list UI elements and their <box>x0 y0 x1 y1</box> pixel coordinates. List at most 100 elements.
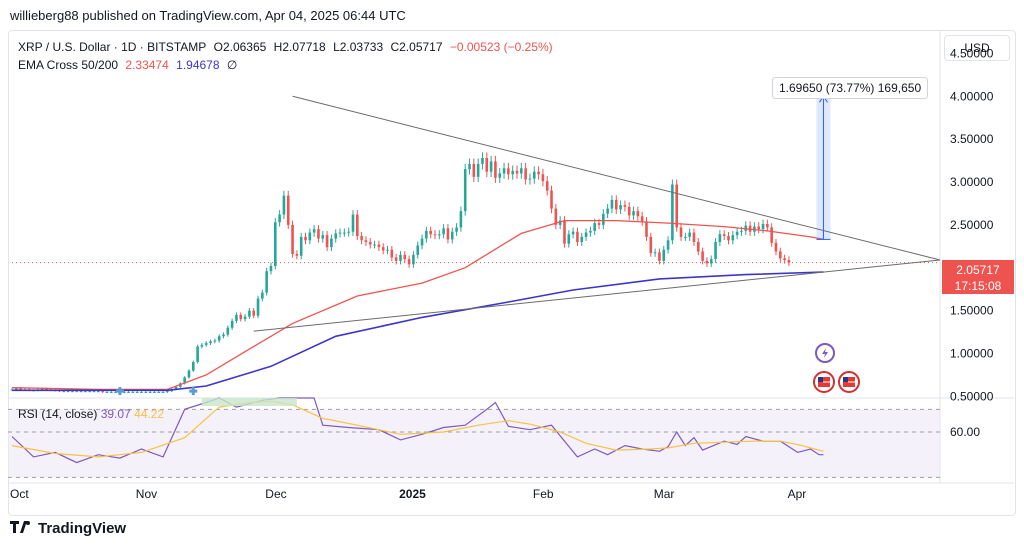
candle-body <box>584 232 588 237</box>
candle-body <box>485 158 489 172</box>
candle-body <box>511 170 514 175</box>
candle-body <box>40 388 44 390</box>
candle-body <box>265 271 268 293</box>
candle-body <box>157 392 161 393</box>
candle-body <box>787 260 791 263</box>
candle-body <box>727 236 730 241</box>
candle-body <box>606 208 609 214</box>
candle-body <box>779 251 782 259</box>
candle-body <box>334 233 338 239</box>
candle-body <box>520 168 523 174</box>
upper-trendline[interactable] <box>292 95 941 261</box>
candle-body <box>567 234 571 244</box>
currency-button[interactable]: USD <box>944 35 1010 61</box>
candle-body <box>735 231 739 236</box>
lower-trendline[interactable] <box>253 259 941 332</box>
change-value: −0.00523 (−0.25%) <box>449 40 553 54</box>
candle-body <box>317 229 320 239</box>
candle-body <box>394 257 398 261</box>
price-tick-label: 3.50000 <box>950 132 994 146</box>
candle-body <box>217 336 221 341</box>
candle-body <box>696 242 700 252</box>
candle-body <box>187 370 191 378</box>
candle-body <box>528 178 532 180</box>
candle-body <box>131 392 135 393</box>
candle-body <box>135 392 139 393</box>
candle-body <box>558 220 562 225</box>
candle-body <box>273 222 277 266</box>
brand-name: TradingView <box>38 520 127 537</box>
candle-body <box>731 235 735 241</box>
tradingview-brand[interactable]: TradingView <box>10 520 126 537</box>
candle-body <box>84 391 87 393</box>
candle-body <box>658 252 661 261</box>
ema-cross-marker <box>189 387 198 396</box>
candle-body <box>709 259 713 264</box>
candle-body <box>200 344 204 347</box>
last-price-tag: 2.05717 17:15:08 <box>942 260 1014 294</box>
candle-body <box>321 235 325 239</box>
candle-body <box>524 168 527 180</box>
candle-body <box>373 244 376 246</box>
lightning-glyph <box>822 348 828 358</box>
candle-body <box>347 231 350 233</box>
candle-body <box>489 161 493 172</box>
candle-body <box>386 249 389 251</box>
candle-body <box>222 334 225 337</box>
ema-legend[interactable]: EMA Cross 50/200 2.33474 1.94678 ∅ <box>18 58 241 72</box>
candle-body <box>343 232 346 234</box>
candle-body <box>662 249 666 261</box>
candle-body <box>636 211 640 217</box>
candle-body <box>66 391 70 393</box>
candle-body <box>166 391 169 393</box>
ema-50-line <box>11 219 824 391</box>
candle-body <box>196 346 199 362</box>
publisher-line: willieberg88 published on TradingView.co… <box>10 8 406 23</box>
candle-body <box>545 181 549 191</box>
candle-body <box>623 205 627 207</box>
candle-body <box>204 343 208 345</box>
tradingview-logo-icon <box>10 520 32 537</box>
candle-body <box>761 224 765 230</box>
candle-body <box>304 236 307 241</box>
candle-body <box>507 168 510 175</box>
ema-label: EMA Cross 50/200 <box>18 58 119 72</box>
candle-body <box>666 240 670 250</box>
candle-body <box>420 238 424 246</box>
candle-body <box>235 314 238 321</box>
time-tick-label: 2025 <box>399 487 426 501</box>
candle-body <box>571 231 575 235</box>
candle-body <box>377 244 381 248</box>
rsi-legend[interactable]: RSI (14, close) 39.07 44.22 <box>18 407 164 421</box>
candle-body <box>412 254 415 265</box>
low-value: L2.03733 <box>333 40 384 54</box>
symbol-title[interactable]: XRP / U.S. Dollar · 1D · BITSTAMP <box>18 40 207 54</box>
candle-body <box>356 214 359 236</box>
candle-body <box>532 171 536 179</box>
candle-body <box>502 168 506 174</box>
candle-body <box>619 205 622 210</box>
candle-body <box>740 230 743 232</box>
price-tick-label: 1.00000 <box>950 346 994 360</box>
candle-body <box>407 259 411 265</box>
candle-body <box>97 391 100 393</box>
candle-body <box>770 227 773 243</box>
candle-body <box>174 386 178 390</box>
candle-body <box>71 391 74 393</box>
candle-body <box>438 234 441 236</box>
candle-body <box>338 232 342 234</box>
candle-body <box>127 392 130 393</box>
candle-body <box>675 184 679 228</box>
candle-body <box>610 200 614 209</box>
time-tick-label: Oct <box>10 487 29 501</box>
candle-body <box>88 391 91 393</box>
candle-body <box>722 234 726 236</box>
time-tick-label: Nov <box>136 487 157 501</box>
candle-body <box>360 236 363 241</box>
time-tick-label: Dec <box>265 487 286 501</box>
candle-body <box>213 340 217 342</box>
price-tick-label: 0.50000 <box>950 389 994 403</box>
candle-body <box>494 161 497 178</box>
candle-body <box>701 251 704 261</box>
